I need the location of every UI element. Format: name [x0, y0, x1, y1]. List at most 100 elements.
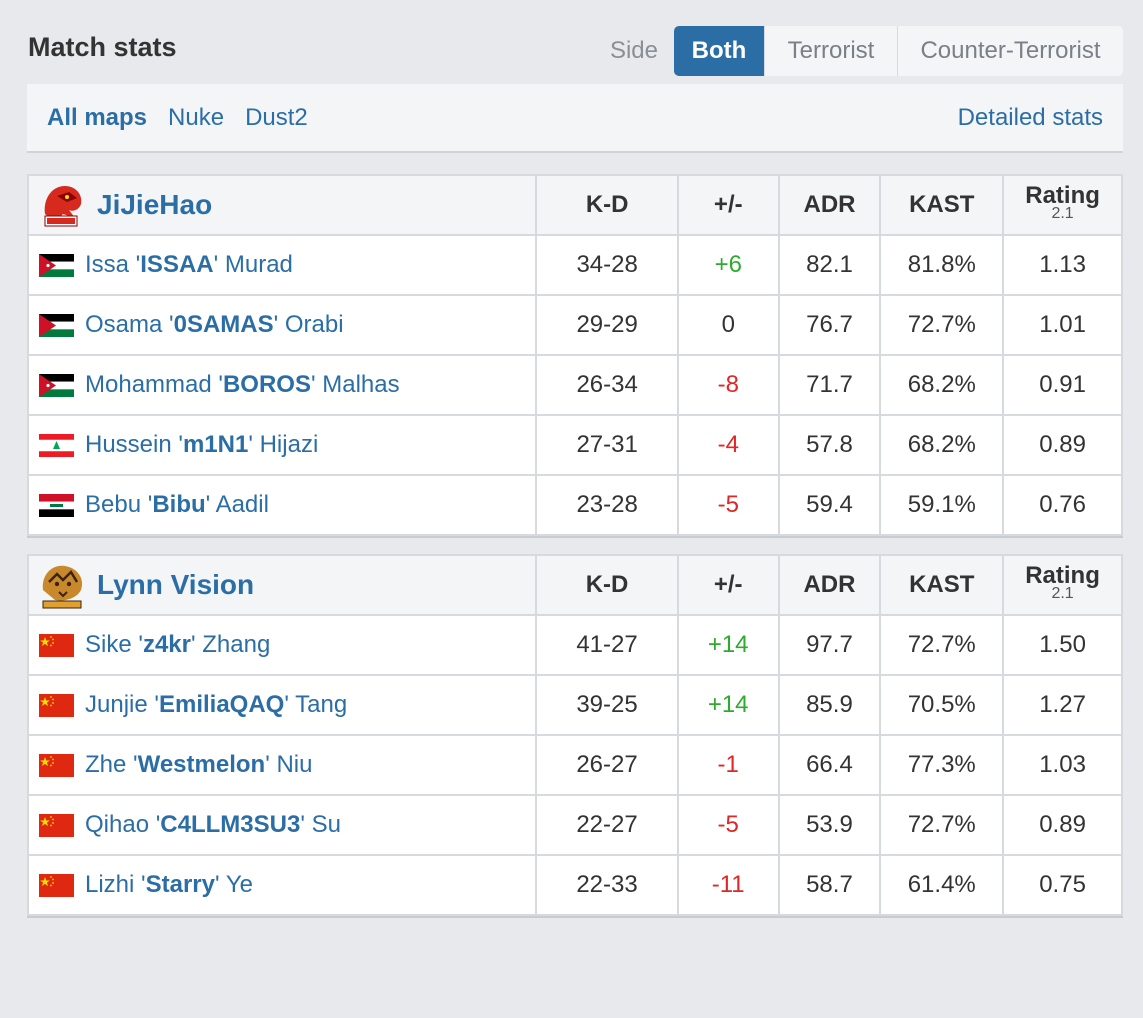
team-stats-table: Lynn Vision K-D +/- ADR KAST Rating 2.1 … [26, 554, 1123, 916]
kd-value: 26-27 [535, 734, 679, 796]
adr-value: 66.4 [777, 734, 882, 796]
rating-value: 1.03 [1002, 734, 1123, 796]
kast-value: 70.5% [879, 674, 1005, 736]
kd-value: 29-29 [535, 294, 679, 356]
player-nickname: 0SAMAS [173, 311, 274, 338]
side-switch: Side Both Terrorist Counter-Terrorist [594, 26, 1123, 76]
player-nickname: C4LLM3SU3 [160, 811, 301, 838]
side-terrorist-button[interactable]: Terrorist [764, 26, 897, 76]
player-cell: Qihao 'C4LLM3SU3' Su [26, 794, 538, 856]
table-row: Qihao 'C4LLM3SU3' Su 22-27 -5 53.9 72.7%… [26, 794, 1123, 856]
rating-value: 1.13 [1002, 234, 1123, 296]
player-nickname: BOROS [222, 371, 311, 398]
table-row: Lizhi 'Starry' Ye 22-33 -11 58.7 61.4% 0… [26, 854, 1123, 916]
team-logo-icon [37, 560, 87, 610]
detailed-stats-link[interactable]: Detailed stats [957, 103, 1103, 131]
player-name-link[interactable]: Junjie 'EmiliaQAQ' Tang [85, 691, 348, 718]
adr-value: 57.8 [777, 414, 882, 476]
team-header-cell: JiJieHao [26, 174, 538, 236]
kast-value: 68.2% [879, 414, 1005, 476]
player-name-link[interactable]: Hussein 'm1N1' Hijazi [85, 431, 319, 458]
table-row: Zhe 'Westmelon' Niu 26-27 -1 66.4 77.3% … [26, 734, 1123, 796]
iraq-flag-icon [39, 493, 74, 517]
side-counter-terrorist-button[interactable]: Counter-Terrorist [897, 26, 1123, 76]
kd-value: 39-25 [535, 674, 679, 736]
kast-value: 72.7% [879, 794, 1005, 856]
player-cell: Lizhi 'Starry' Ye [26, 854, 538, 916]
team-header-cell: Lynn Vision [26, 554, 538, 616]
player-nickname: z4kr [142, 631, 191, 658]
kd-column-header: K-D [535, 174, 679, 236]
kast-value: 81.8% [879, 234, 1005, 296]
player-cell: Bebu 'Bibu' Aadil [26, 474, 538, 536]
side-label: Side [609, 37, 658, 64]
player-cell: Issa 'ISSAA' Murad [26, 234, 538, 296]
map-tab-all-maps[interactable]: All maps [47, 103, 148, 131]
rating-value: 1.27 [1002, 674, 1123, 736]
kd-value: 41-27 [535, 614, 679, 676]
player-cell: Hussein 'm1N1' Hijazi [26, 414, 538, 476]
team-name[interactable]: Lynn Vision [97, 569, 255, 600]
map-selector-bar: All maps Nuke Dust2 Detailed stats [27, 84, 1123, 153]
adr-value: 71.7 [777, 354, 882, 416]
kast-value: 59.1% [879, 474, 1005, 536]
player-nickname: Starry [145, 871, 215, 898]
player-cell: Junjie 'EmiliaQAQ' Tang [26, 674, 538, 736]
table-row: Osama '0SAMAS' Orabi 29-29 0 76.7 72.7% … [26, 294, 1123, 356]
kast-value: 61.4% [879, 854, 1005, 916]
china-flag-icon [39, 633, 74, 657]
player-cell: Zhe 'Westmelon' Niu [26, 734, 538, 796]
kast-column-header: KAST [879, 554, 1005, 616]
player-cell: Osama '0SAMAS' Orabi [26, 294, 538, 356]
plus-minus-value: -5 [676, 474, 780, 536]
kd-value: 27-31 [535, 414, 679, 476]
player-name-link[interactable]: Osama '0SAMAS' Orabi [85, 311, 344, 338]
rating-value: 0.75 [1002, 854, 1123, 916]
lebanon-flag-icon [39, 433, 74, 457]
player-nickname: m1N1 [182, 431, 249, 458]
plus-minus-value: -5 [676, 794, 780, 856]
kast-value: 77.3% [879, 734, 1005, 796]
rating-value: 1.01 [1002, 294, 1123, 356]
side-both-button[interactable]: Both [674, 26, 764, 76]
china-flag-icon [39, 873, 74, 897]
plus-minus-value: -4 [676, 414, 780, 476]
kd-value: 23-28 [535, 474, 679, 536]
jordan-flag-icon [39, 373, 74, 397]
rating-value: 0.89 [1002, 414, 1123, 476]
player-name-link[interactable]: Zhe 'Westmelon' Niu [85, 751, 313, 778]
page-title: Match stats [28, 32, 177, 62]
china-flag-icon [39, 753, 74, 777]
rating-value: 0.89 [1002, 794, 1123, 856]
rating-version: 2.1 [1051, 585, 1074, 602]
team-name[interactable]: JiJieHao [97, 189, 213, 220]
player-name-link[interactable]: Bebu 'Bibu' Aadil [85, 491, 269, 518]
rating-version: 2.1 [1051, 205, 1074, 222]
jordan-flag-icon [39, 253, 74, 277]
player-name-link[interactable]: Qihao 'C4LLM3SU3' Su [85, 811, 341, 838]
table-row: Bebu 'Bibu' Aadil 23-28 -5 59.4 59.1% 0.… [26, 474, 1123, 536]
plus-minus-value: 0 [676, 294, 780, 356]
plus-minus-value: +14 [676, 674, 780, 736]
table-row: Issa 'ISSAA' Murad 34-28 +6 82.1 81.8% 1… [26, 234, 1123, 296]
china-flag-icon [39, 813, 74, 837]
player-name-link[interactable]: Issa 'ISSAA' Murad [85, 251, 293, 278]
plus-minus-value: -8 [676, 354, 780, 416]
table-row: Junjie 'EmiliaQAQ' Tang 39-25 +14 85.9 7… [26, 674, 1123, 736]
kd-value: 26-34 [535, 354, 679, 416]
map-tab-nuke[interactable]: Nuke [168, 103, 225, 131]
player-name-link[interactable]: Lizhi 'Starry' Ye [85, 871, 253, 898]
player-cell: Mohammad 'BOROS' Malhas [26, 354, 538, 416]
player-name-link[interactable]: Sike 'z4kr' Zhang [85, 631, 271, 658]
rating-column-header: Rating 2.1 [1002, 554, 1123, 616]
player-nickname: ISSAA [140, 251, 214, 278]
adr-column-header: ADR [777, 554, 882, 616]
player-name-link[interactable]: Mohammad 'BOROS' Malhas [85, 371, 400, 398]
plus-minus-column-header: +/- [676, 554, 780, 616]
china-flag-icon [39, 693, 74, 717]
map-tab-dust2[interactable]: Dust2 [245, 103, 308, 131]
player-cell: Sike 'z4kr' Zhang [26, 614, 538, 676]
rating-label: Rating [1025, 182, 1100, 209]
plus-minus-value: -1 [676, 734, 780, 796]
rating-value: 0.91 [1002, 354, 1123, 416]
